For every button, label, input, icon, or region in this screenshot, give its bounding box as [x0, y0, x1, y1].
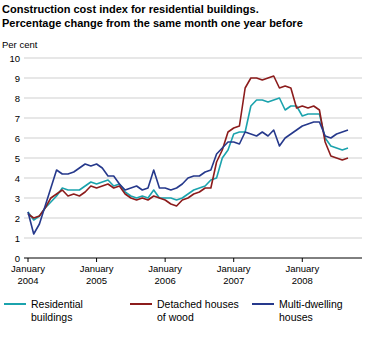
x-tick-label: January2004: [11, 263, 45, 286]
y-tick-label: 6: [15, 133, 20, 144]
x-tick-label: January2007: [217, 263, 251, 286]
grid-line: [24, 118, 362, 119]
legend-swatch: [252, 303, 274, 305]
x-tick-label: January2006: [148, 263, 182, 286]
y-tick-label: 7: [15, 113, 20, 124]
grid-line: [24, 158, 362, 159]
legend-label: Detached housesof wood: [157, 298, 239, 323]
series-line: [28, 76, 348, 218]
title: Construction cost index for residential …: [2, 3, 259, 15]
plot-area: [28, 76, 348, 234]
x-tick: [165, 258, 166, 262]
grid-line: [24, 138, 362, 139]
legend-swatch: [130, 303, 152, 305]
grid-line: [24, 238, 362, 239]
x-tick: [28, 258, 29, 262]
grid-line: [24, 98, 362, 99]
series-line: [28, 122, 348, 234]
x-tick-label: January2008: [285, 263, 319, 286]
y-tick-label: 4: [15, 173, 20, 184]
y-tick-label: 0: [15, 253, 20, 264]
x-tick: [233, 258, 234, 262]
grid-line: [24, 78, 362, 79]
grid-line: [24, 198, 362, 199]
grid-line: [24, 178, 362, 179]
y-tick-label: 9: [15, 73, 20, 84]
x-tick: [302, 258, 303, 262]
legend-label: Residentialbuildings: [31, 298, 83, 323]
y-tick-label: 5: [15, 153, 20, 164]
subtitle: Percentage change from the same month on…: [2, 17, 303, 29]
x-tick: [96, 258, 97, 262]
grid-line: [24, 58, 362, 59]
legend-label: Multi-dwellinghouses: [279, 298, 343, 323]
y-tick-label: 2: [15, 213, 20, 224]
legend-swatch: [4, 303, 26, 305]
series-line: [28, 98, 348, 220]
y-axis-label: Per cent: [2, 39, 38, 50]
x-tick-label: January2005: [80, 263, 114, 286]
y-tick-label: 3: [15, 193, 20, 204]
y-tick-label: 8: [15, 93, 20, 104]
grid-line: [24, 218, 362, 219]
chart: Construction cost index for residential …: [0, 0, 372, 346]
y-tick-label: 10: [9, 53, 20, 64]
x-axis: [24, 258, 362, 259]
y-tick-label: 1: [15, 233, 20, 244]
